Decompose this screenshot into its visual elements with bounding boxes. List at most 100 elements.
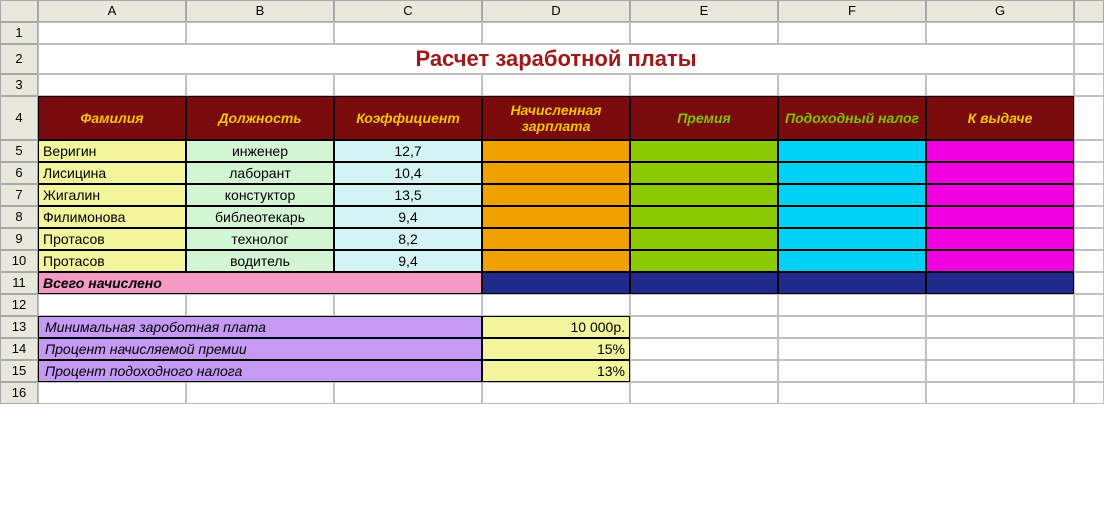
cell-position[interactable]: технолог xyxy=(186,228,334,250)
col-header-c[interactable]: C xyxy=(334,0,482,22)
cell-empty[interactable] xyxy=(186,294,334,316)
cell-empty[interactable] xyxy=(630,316,778,338)
cell-bonus[interactable] xyxy=(630,140,778,162)
cell-position[interactable]: констуктор xyxy=(186,184,334,206)
cell-coef[interactable]: 10,4 xyxy=(334,162,482,184)
cell-surname[interactable]: Протасов xyxy=(38,250,186,272)
cell-empty[interactable] xyxy=(1074,338,1104,360)
row-header-12[interactable]: 12 xyxy=(0,294,38,316)
row-header-2[interactable]: 2 xyxy=(0,44,38,74)
col-header-b[interactable]: B xyxy=(186,0,334,22)
cell-accrued[interactable] xyxy=(482,140,630,162)
cell-empty[interactable] xyxy=(778,338,926,360)
cell-tax[interactable] xyxy=(778,140,926,162)
cell-tax[interactable] xyxy=(778,184,926,206)
cell-surname[interactable]: Протасов xyxy=(38,228,186,250)
col-header-e[interactable]: E xyxy=(630,0,778,22)
cell-empty[interactable] xyxy=(482,22,630,44)
cell-empty[interactable] xyxy=(926,316,1074,338)
cell-coef[interactable]: 12,7 xyxy=(334,140,482,162)
cell-empty[interactable] xyxy=(1074,74,1104,96)
cell-empty[interactable] xyxy=(926,22,1074,44)
cell-empty[interactable] xyxy=(1074,228,1104,250)
cell-surname[interactable]: Веригин xyxy=(38,140,186,162)
param-value[interactable]: 15% xyxy=(482,338,630,360)
cell-coef[interactable]: 13,5 xyxy=(334,184,482,206)
cell-empty[interactable] xyxy=(926,338,1074,360)
cell-surname[interactable]: Лисицина xyxy=(38,162,186,184)
row-header-15[interactable]: 15 xyxy=(0,360,38,382)
cell-empty[interactable] xyxy=(630,74,778,96)
cell-empty[interactable] xyxy=(186,382,334,404)
cell-empty[interactable] xyxy=(778,294,926,316)
cell-accrued[interactable] xyxy=(482,250,630,272)
cell-empty[interactable] xyxy=(1074,360,1104,382)
cell-empty[interactable] xyxy=(1074,250,1104,272)
cell-empty[interactable] xyxy=(778,316,926,338)
cell-tax[interactable] xyxy=(778,228,926,250)
cell-empty[interactable] xyxy=(38,294,186,316)
cell-pay[interactable] xyxy=(926,140,1074,162)
row-header-13[interactable]: 13 xyxy=(0,316,38,338)
cell-empty[interactable] xyxy=(1074,272,1104,294)
cell-empty[interactable] xyxy=(334,74,482,96)
cell-empty[interactable] xyxy=(38,74,186,96)
row-header-16[interactable]: 16 xyxy=(0,382,38,404)
cell-tax[interactable] xyxy=(778,206,926,228)
cell-empty[interactable] xyxy=(334,22,482,44)
cell-empty[interactable] xyxy=(186,22,334,44)
cell-bonus[interactable] xyxy=(630,250,778,272)
cell-empty[interactable] xyxy=(1074,162,1104,184)
cell-empty[interactable] xyxy=(1074,44,1104,74)
cell-empty[interactable] xyxy=(1074,96,1104,140)
cell-coef[interactable]: 9,4 xyxy=(334,206,482,228)
param-value[interactable]: 10 000р. xyxy=(482,316,630,338)
row-header-10[interactable]: 10 xyxy=(0,250,38,272)
cell-empty[interactable] xyxy=(1074,316,1104,338)
total-cell[interactable] xyxy=(482,272,630,294)
cell-position[interactable]: водитель xyxy=(186,250,334,272)
row-header-3[interactable]: 3 xyxy=(0,74,38,96)
row-header-9[interactable]: 9 xyxy=(0,228,38,250)
cell-empty[interactable] xyxy=(926,360,1074,382)
cell-empty[interactable] xyxy=(1074,22,1104,44)
cell-bonus[interactable] xyxy=(630,206,778,228)
cell-empty[interactable] xyxy=(926,74,1074,96)
cell-empty[interactable] xyxy=(778,382,926,404)
col-header-spare[interactable] xyxy=(1074,0,1104,22)
cell-pay[interactable] xyxy=(926,228,1074,250)
col-header-g[interactable]: G xyxy=(926,0,1074,22)
total-cell[interactable] xyxy=(630,272,778,294)
cell-accrued[interactable] xyxy=(482,184,630,206)
cell-pay[interactable] xyxy=(926,162,1074,184)
cell-empty[interactable] xyxy=(1074,140,1104,162)
cell-empty[interactable] xyxy=(926,294,1074,316)
cell-accrued[interactable] xyxy=(482,162,630,184)
cell-empty[interactable] xyxy=(630,294,778,316)
row-header-6[interactable]: 6 xyxy=(0,162,38,184)
cell-empty[interactable] xyxy=(334,382,482,404)
cell-bonus[interactable] xyxy=(630,184,778,206)
cell-bonus[interactable] xyxy=(630,162,778,184)
cell-empty[interactable] xyxy=(778,22,926,44)
cell-empty[interactable] xyxy=(778,74,926,96)
row-header-14[interactable]: 14 xyxy=(0,338,38,360)
row-header-1[interactable]: 1 xyxy=(0,22,38,44)
cell-accrued[interactable] xyxy=(482,206,630,228)
param-label[interactable]: Процент начисляемой премии xyxy=(38,338,482,360)
cell-empty[interactable] xyxy=(778,360,926,382)
col-header-d[interactable]: D xyxy=(482,0,630,22)
cell-empty[interactable] xyxy=(482,74,630,96)
param-value[interactable]: 13% xyxy=(482,360,630,382)
cell-empty[interactable] xyxy=(1074,382,1104,404)
row-header-7[interactable]: 7 xyxy=(0,184,38,206)
cell-position[interactable]: библеотекарь xyxy=(186,206,334,228)
total-cell[interactable] xyxy=(926,272,1074,294)
cell-empty[interactable] xyxy=(1074,184,1104,206)
row-header-11[interactable]: 11 xyxy=(0,272,38,294)
cell-empty[interactable] xyxy=(186,74,334,96)
cell-pay[interactable] xyxy=(926,250,1074,272)
col-header-f[interactable]: F xyxy=(778,0,926,22)
cell-coef[interactable]: 8,2 xyxy=(334,228,482,250)
col-header-a[interactable]: A xyxy=(38,0,186,22)
